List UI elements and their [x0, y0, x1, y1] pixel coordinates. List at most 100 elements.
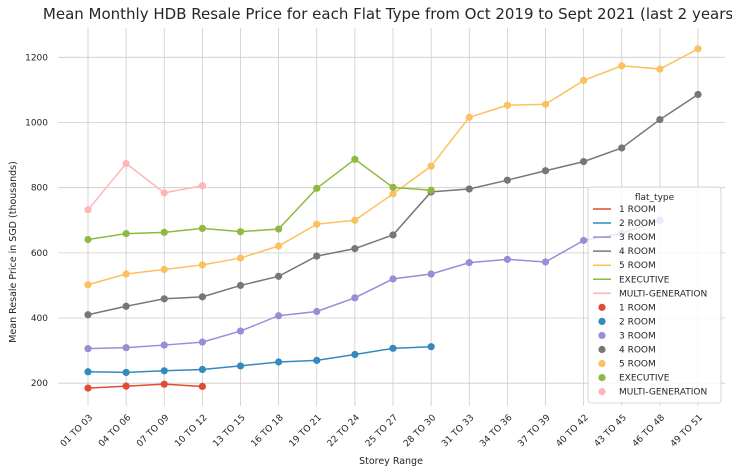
- data-point: [237, 327, 244, 334]
- data-point: [237, 362, 244, 369]
- data-point: [618, 144, 625, 151]
- data-point: [199, 339, 206, 346]
- legend-marker-swatch: [598, 374, 605, 381]
- data-point: [389, 275, 396, 282]
- x-tick-label: 31 TO 33: [440, 413, 476, 449]
- data-point: [123, 369, 130, 376]
- x-tick-label: 46 TO 48: [631, 413, 667, 449]
- data-point: [428, 343, 435, 350]
- data-point: [389, 190, 396, 197]
- y-tick-label: 200: [31, 379, 48, 389]
- data-point: [84, 368, 91, 375]
- y-tick-label: 600: [31, 249, 48, 259]
- legend-entry-multi-generation: MULTI-GENERATION: [619, 289, 707, 299]
- data-point: [84, 384, 91, 391]
- data-point: [466, 259, 473, 266]
- data-point: [84, 345, 91, 352]
- legend-entry-2-room: 2 ROOM: [619, 317, 656, 327]
- data-point: [237, 228, 244, 235]
- x-tick-label: 43 TO 45: [593, 413, 629, 449]
- data-point: [123, 160, 130, 167]
- data-point: [313, 357, 320, 364]
- data-point: [542, 101, 549, 108]
- x-tick-label: 10 TO 12: [173, 413, 209, 449]
- legend-entry-1-room: 1 ROOM: [619, 205, 656, 215]
- legend-entry-5-room: 5 ROOM: [619, 360, 656, 370]
- data-point: [351, 245, 358, 252]
- data-point: [504, 256, 511, 263]
- data-point: [389, 231, 396, 238]
- data-point: [656, 116, 663, 123]
- data-point: [351, 217, 358, 224]
- data-point: [542, 258, 549, 265]
- legend-marker-swatch: [598, 346, 605, 353]
- legend-entry-1-room: 1 ROOM: [619, 303, 656, 313]
- series-line: [88, 159, 431, 239]
- data-point: [389, 184, 396, 191]
- x-tick-label: 01 TO 03: [59, 413, 95, 449]
- data-point: [161, 341, 168, 348]
- x-axis-label: Storey Range: [359, 456, 423, 467]
- y-tick-label: 400: [31, 314, 48, 324]
- data-point: [351, 156, 358, 163]
- y-tick-label: 1000: [25, 119, 48, 129]
- data-point: [84, 206, 91, 213]
- data-point: [428, 163, 435, 170]
- legend-entry-4-room: 4 ROOM: [619, 247, 656, 257]
- series-2-room: [84, 343, 434, 376]
- data-point: [275, 358, 282, 365]
- data-point: [313, 308, 320, 315]
- y-tick-label: 1200: [25, 53, 48, 63]
- data-point: [694, 45, 701, 52]
- legend-entry-4-room: 4 ROOM: [619, 346, 656, 356]
- legend-marker-swatch: [598, 318, 605, 325]
- data-point: [199, 225, 206, 232]
- data-point: [694, 91, 701, 98]
- legend-marker-swatch: [598, 332, 605, 339]
- data-point: [84, 311, 91, 318]
- series-3-room: [84, 217, 663, 353]
- x-tick-label: 40 TO 42: [555, 413, 591, 449]
- data-point: [199, 383, 206, 390]
- data-point: [580, 237, 587, 244]
- series-line: [88, 384, 202, 388]
- data-point: [84, 281, 91, 288]
- x-tick-label: 19 TO 21: [288, 413, 324, 449]
- data-point: [123, 383, 130, 390]
- series-line: [88, 164, 202, 210]
- data-point: [199, 366, 206, 373]
- data-point: [123, 303, 130, 310]
- y-axis-label: Mean Resale Price in SGD (thousands): [8, 161, 19, 343]
- x-tick-label: 13 TO 15: [211, 413, 247, 449]
- legend-entry-3-room: 3 ROOM: [619, 233, 656, 243]
- data-point: [466, 114, 473, 121]
- legend-marker-swatch: [598, 388, 605, 395]
- data-point: [542, 167, 549, 174]
- x-tick-label: 07 TO 09: [135, 413, 171, 449]
- data-point: [504, 177, 511, 184]
- data-point: [161, 189, 168, 196]
- data-point: [656, 65, 663, 72]
- data-point: [275, 273, 282, 280]
- x-tick-label: 49 TO 51: [669, 413, 705, 449]
- data-point: [161, 229, 168, 236]
- x-tick-label: 28 TO 30: [402, 413, 438, 449]
- legend-marker-swatch: [598, 304, 605, 311]
- data-point: [313, 221, 320, 228]
- data-point: [389, 345, 396, 352]
- data-point: [618, 62, 625, 69]
- data-point: [351, 294, 358, 301]
- data-point: [199, 293, 206, 300]
- data-point: [237, 282, 244, 289]
- data-point: [275, 312, 282, 319]
- y-tick-label: 800: [31, 184, 48, 194]
- data-point: [161, 381, 168, 388]
- data-point: [580, 158, 587, 165]
- data-point: [123, 270, 130, 277]
- x-tick-label: 25 TO 27: [364, 413, 400, 449]
- data-point: [123, 344, 130, 351]
- x-tick-label: 22 TO 24: [326, 413, 362, 449]
- series-1-room: [84, 381, 206, 392]
